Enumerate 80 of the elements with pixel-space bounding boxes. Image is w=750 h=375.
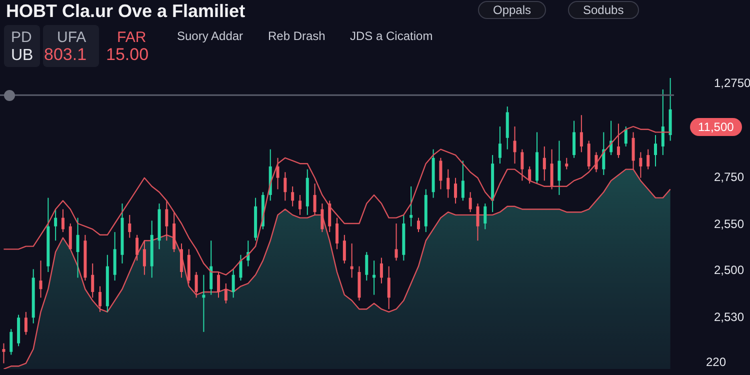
candlestick — [632, 132, 635, 170]
text: Reb Drash — [268, 29, 326, 43]
candlestick — [572, 120, 576, 158]
candlestick — [24, 311, 28, 336]
candlestick — [646, 148, 650, 170]
candlestick — [416, 217, 420, 233]
candlestick — [320, 203, 324, 233]
text: 2,530 — [714, 310, 744, 324]
text: JDS a Cicatiom — [350, 29, 433, 43]
candlestick — [654, 134, 657, 167]
candlestick — [520, 148, 524, 182]
text: Oppals — [478, 1, 546, 19]
candlestick — [10, 328, 13, 356]
candlestick — [232, 268, 235, 298]
candlestick — [365, 252, 368, 282]
candlestick — [336, 217, 339, 250]
candlestick — [284, 172, 287, 202]
candlestick — [454, 177, 458, 204]
candlestick — [468, 192, 472, 213]
candlestick — [624, 126, 628, 147]
candlestick — [76, 217, 80, 278]
candlestick — [142, 240, 146, 276]
candlestick — [558, 140, 561, 196]
text: 2,500 — [714, 263, 744, 277]
candlestick — [165, 200, 168, 242]
candlestick — [394, 223, 398, 262]
candlestick — [180, 242, 183, 278]
candlestick — [498, 126, 502, 164]
candlestick — [476, 203, 480, 242]
candlestick — [291, 186, 294, 207]
candlestick — [210, 240, 213, 296]
candlestick — [239, 254, 242, 282]
text: FAR — [117, 29, 146, 46]
candlestick — [313, 183, 316, 216]
candlestick — [446, 168, 450, 198]
candlestick — [439, 157, 442, 190]
candlestick — [298, 194, 302, 216]
candlestick — [380, 257, 383, 284]
text: 11,500 — [690, 118, 742, 136]
candlestick — [580, 114, 583, 153]
text: 1,2750 — [714, 76, 750, 90]
text: 15.00 — [106, 45, 149, 65]
text: UFA — [57, 29, 86, 46]
text: UB — [11, 47, 34, 65]
candlestick — [587, 140, 590, 170]
candlestick — [68, 223, 72, 250]
candlestick — [565, 157, 568, 170]
candlestick — [484, 203, 487, 230]
candlestick — [217, 272, 220, 298]
candlestick — [513, 126, 516, 164]
candlestick — [616, 123, 620, 158]
candlestick — [39, 260, 42, 298]
chart-title: HOBT Cla.ur Ove a Flamiliet — [6, 1, 246, 22]
text: 2,750 — [714, 170, 744, 184]
candlestick — [61, 208, 64, 233]
candlestick — [328, 200, 332, 233]
candlestick — [224, 282, 228, 304]
text: Suory Addar — [177, 29, 244, 43]
candlestick — [54, 208, 58, 242]
candlestick — [528, 166, 532, 184]
candlestick — [461, 160, 464, 202]
candlestick — [2, 342, 6, 364]
candlestick — [91, 262, 94, 298]
candlestick — [550, 148, 554, 190]
candlestick — [128, 214, 132, 238]
candlestick — [542, 146, 546, 182]
text: 803.1 — [44, 45, 87, 65]
candlestick — [276, 157, 280, 190]
candlestick — [342, 234, 346, 264]
text: Sodubs — [568, 1, 639, 19]
candlestick — [98, 286, 102, 312]
candlestick — [639, 152, 642, 178]
candlestick — [661, 88, 664, 156]
candlestick — [410, 186, 413, 227]
candlestick — [136, 234, 139, 262]
text: 220 — [706, 355, 726, 369]
text: 2,550 — [714, 217, 744, 231]
candlestick — [387, 266, 390, 310]
text: PD — [11, 29, 32, 46]
candlestick — [194, 272, 198, 298]
